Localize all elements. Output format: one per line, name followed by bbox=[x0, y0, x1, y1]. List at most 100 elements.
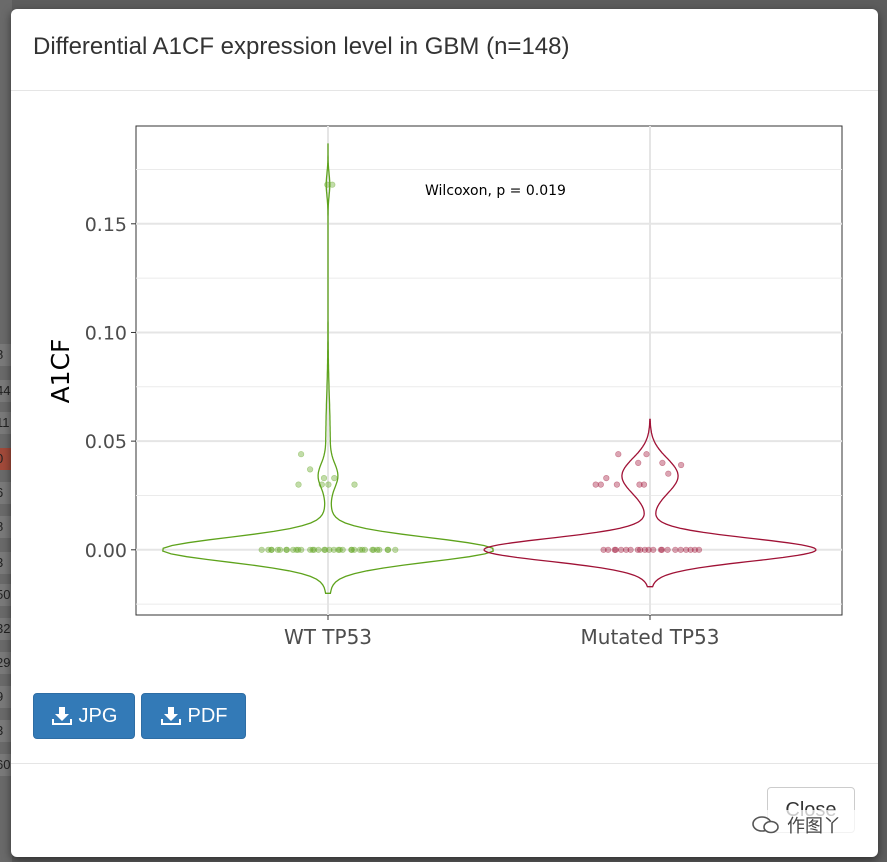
data-point bbox=[356, 546, 364, 553]
x-tick-label: Mutated TP53 bbox=[581, 625, 720, 649]
violins bbox=[162, 143, 817, 594]
data-point bbox=[361, 546, 369, 553]
background-table-cell: 8 bbox=[0, 344, 12, 366]
data-point bbox=[636, 481, 643, 488]
download-icon bbox=[160, 707, 181, 725]
data-point bbox=[309, 546, 316, 553]
background-table-cell: 9 bbox=[0, 686, 12, 708]
data-point bbox=[617, 546, 625, 553]
data-point bbox=[672, 546, 679, 553]
data-point bbox=[351, 546, 358, 553]
data-point bbox=[268, 546, 275, 553]
background-table-cell: 3 bbox=[0, 720, 12, 742]
data-point bbox=[658, 546, 666, 553]
data-point bbox=[283, 546, 291, 553]
data-point bbox=[298, 546, 305, 553]
data-point bbox=[650, 546, 657, 553]
y-tick-label: 0.10 bbox=[85, 322, 127, 344]
violin-plot: 0.00 0.05 0.10 0.15 WT TP53 Mutated TP53 A1C… bbox=[11, 91, 878, 681]
background-table-cell: 8 bbox=[0, 516, 12, 538]
background-table-cell: 0 bbox=[0, 448, 12, 470]
data-point bbox=[613, 481, 621, 488]
background-table-cell: 3 bbox=[0, 552, 12, 574]
download-jpg-button[interactable]: JPG bbox=[33, 693, 135, 739]
download-jpg-label: JPG bbox=[78, 704, 118, 727]
data-point bbox=[359, 546, 366, 553]
data-point bbox=[645, 546, 652, 553]
data-point bbox=[320, 475, 328, 482]
y-axis-ticks: 0.00 0.05 0.10 0.15 bbox=[85, 214, 136, 562]
data-point bbox=[315, 546, 322, 553]
grid-lines bbox=[136, 126, 842, 615]
watermark-text: 作图丫 bbox=[787, 816, 841, 837]
data-point bbox=[665, 470, 672, 477]
data-point bbox=[657, 546, 665, 553]
data-point bbox=[600, 546, 607, 553]
background-table-cell: 50 bbox=[0, 584, 12, 606]
wechat-icon bbox=[752, 816, 779, 834]
watermark: 作图丫 bbox=[751, 810, 871, 840]
background-table-cell: 44 bbox=[0, 380, 12, 402]
data-point bbox=[276, 546, 284, 553]
modal-title: Differential A1CF expression level in GB… bbox=[33, 33, 570, 60]
data-point bbox=[691, 546, 699, 553]
data-point bbox=[339, 546, 346, 553]
data-point bbox=[329, 181, 336, 188]
data-point bbox=[597, 481, 604, 488]
modal-footer: Close 作图丫 bbox=[11, 763, 878, 857]
download-pdf-label: PDF bbox=[187, 704, 228, 727]
background-table-cell: 11 bbox=[0, 412, 12, 434]
data-point bbox=[274, 546, 281, 553]
data-point bbox=[611, 546, 618, 553]
data-point bbox=[318, 481, 325, 488]
data-point bbox=[322, 546, 329, 553]
data-point bbox=[326, 546, 333, 553]
data-point bbox=[659, 459, 666, 467]
data-point bbox=[682, 546, 690, 553]
background-table-cell: 29 bbox=[0, 652, 12, 674]
data-point bbox=[324, 181, 331, 188]
download-icon bbox=[51, 707, 72, 725]
data-point bbox=[290, 546, 297, 553]
data-point bbox=[295, 546, 302, 553]
data-point bbox=[307, 546, 314, 553]
data-point bbox=[258, 546, 265, 553]
plot-panel bbox=[135, 125, 843, 616]
data-point bbox=[369, 546, 376, 553]
data-point bbox=[351, 481, 358, 488]
y-axis-label: A1CF bbox=[46, 339, 75, 404]
data-point bbox=[615, 451, 622, 458]
y-tick-label: 0.05 bbox=[85, 431, 127, 453]
data-point bbox=[612, 546, 619, 553]
data-point bbox=[634, 546, 641, 553]
background-table-cell: 60 bbox=[0, 754, 12, 776]
x-tick-label: WT TP53 bbox=[284, 625, 372, 649]
download-pdf-button[interactable]: PDF bbox=[141, 693, 246, 739]
jitter-points bbox=[258, 181, 703, 553]
data-point bbox=[331, 475, 338, 482]
data-point bbox=[592, 481, 599, 488]
data-point bbox=[374, 546, 381, 553]
data-point bbox=[623, 546, 630, 553]
data-point bbox=[635, 459, 642, 467]
data-point bbox=[677, 461, 685, 469]
violin-wt-tp53 bbox=[162, 143, 494, 594]
data-point bbox=[643, 451, 650, 458]
y-tick-label: 0.00 bbox=[85, 540, 127, 562]
data-point bbox=[348, 546, 355, 553]
data-point bbox=[376, 546, 383, 553]
data-point bbox=[370, 546, 377, 553]
data-point bbox=[640, 481, 648, 488]
data-point bbox=[687, 546, 694, 553]
data-point bbox=[325, 481, 332, 488]
data-point bbox=[336, 546, 343, 553]
data-point bbox=[295, 481, 302, 488]
data-point bbox=[335, 546, 342, 553]
modal-header: Differential A1CF expression level in GB… bbox=[11, 9, 878, 91]
stat-annotation: Wilcoxon, p = 0.019 bbox=[425, 183, 566, 199]
data-point bbox=[385, 546, 392, 553]
data-point bbox=[293, 546, 300, 553]
data-point bbox=[311, 546, 318, 553]
data-point bbox=[307, 466, 314, 473]
data-point bbox=[298, 451, 305, 458]
